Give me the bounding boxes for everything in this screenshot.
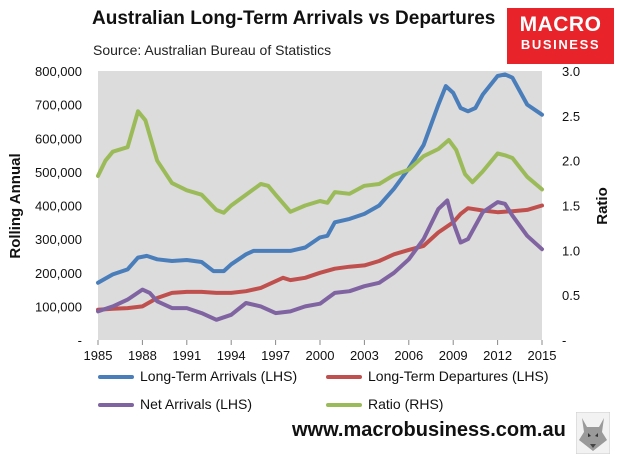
y-tick-label: 400,000 — [35, 199, 82, 214]
x-tick-label: 2006 — [394, 348, 423, 363]
x-tick-label: 1997 — [261, 348, 290, 363]
x-axis-ticks: 1985 1988 1991 1994 1997 2000 2003 2006 2009 2012… — [84, 340, 557, 363]
x-tick-label: 1988 — [128, 348, 157, 363]
x-tick-label: 2000 — [306, 348, 335, 363]
series-line-long-term-departures-lhs — [96, 203, 544, 312]
y2-tick-label: 1.0 — [562, 243, 580, 258]
y2-tick-label: 0.5 — [562, 288, 580, 303]
y-tick-label: - — [78, 333, 82, 348]
legend-label-net: Net Arrivals (LHS) — [140, 396, 253, 412]
y-tick-label: 800,000 — [35, 64, 82, 79]
x-tick-label: 2009 — [439, 348, 468, 363]
legend-label-arrivals: Long-Term Arrivals (LHS) — [140, 368, 298, 384]
legend-label-departures: Long-Term Departures (LHS) — [368, 368, 549, 384]
x-tick-label: 2015 — [528, 348, 557, 363]
y2-tick-label: 2.0 — [562, 154, 580, 169]
y2-tick-label: 2.5 — [562, 109, 580, 124]
legend-swatch-ratio — [326, 403, 362, 408]
legend-swatch-arrivals — [98, 375, 134, 380]
chart-title: Australian Long-Term Arrivals vs Departu… — [92, 8, 496, 29]
y-axis-title: Rolling Annual — [7, 153, 24, 258]
legend: Long-Term Arrivals (LHS) Long-Term Depar… — [98, 368, 568, 416]
legend-item-net: Net Arrivals (LHS) — [98, 396, 252, 416]
logo-line2: BUSINESS — [520, 37, 601, 52]
y-tick-label: 600,000 — [35, 131, 82, 146]
website-link[interactable]: www.macrobusiness.com.au — [292, 419, 566, 441]
wolf-mascot-icon — [576, 412, 610, 454]
legend-label-ratio: Ratio (RHS) — [368, 396, 444, 412]
x-tick-label: 2012 — [483, 348, 512, 363]
legend-item-departures: Long-Term Departures (LHS) — [326, 368, 549, 388]
macrobusiness-logo[interactable]: MACRO BUSINESS — [507, 8, 614, 64]
legend-swatch-departures — [326, 375, 362, 380]
series-line-net-arrivals-lhs — [96, 198, 544, 322]
x-tick-label: 1985 — [84, 348, 113, 363]
legend-item-ratio: Ratio (RHS) — [326, 396, 443, 416]
y2-tick-label: - — [562, 333, 566, 348]
y-tick-label: 300,000 — [35, 232, 82, 247]
series-line-ratio-rhs — [96, 109, 544, 215]
legend-item-arrivals: Long-Term Arrivals (LHS) — [98, 368, 297, 388]
logo-line1: MACRO — [519, 13, 602, 36]
chart-subtitle: Source: Australian Bureau of Statistics — [93, 42, 332, 58]
series-lines — [96, 72, 544, 322]
y-tick-label: 500,000 — [35, 165, 82, 180]
y2-axis-title: Ratio — [594, 187, 611, 225]
y-tick-label: 100,000 — [35, 299, 82, 314]
legend-swatch-net — [98, 403, 134, 408]
x-tick-label: 1991 — [172, 348, 201, 363]
plot-area — [98, 71, 542, 340]
x-tick-label: 1994 — [217, 348, 246, 363]
series-line-long-term-arrivals-lhs — [96, 72, 544, 285]
y-tick-label: 700,000 — [35, 98, 82, 113]
x-tick-label: 2003 — [350, 348, 379, 363]
y-tick-label: 200,000 — [35, 266, 82, 281]
y-axis-ticks: - 100,000 200,000 300,000 400,000 500,000 600,… — [35, 64, 82, 348]
y2-tick-label: 1.5 — [562, 199, 580, 214]
y2-tick-label: 3.0 — [562, 64, 580, 79]
y2-axis-ticks: - 0.5 1.0 1.5 2.0 2.5 3.0 — [562, 64, 580, 348]
